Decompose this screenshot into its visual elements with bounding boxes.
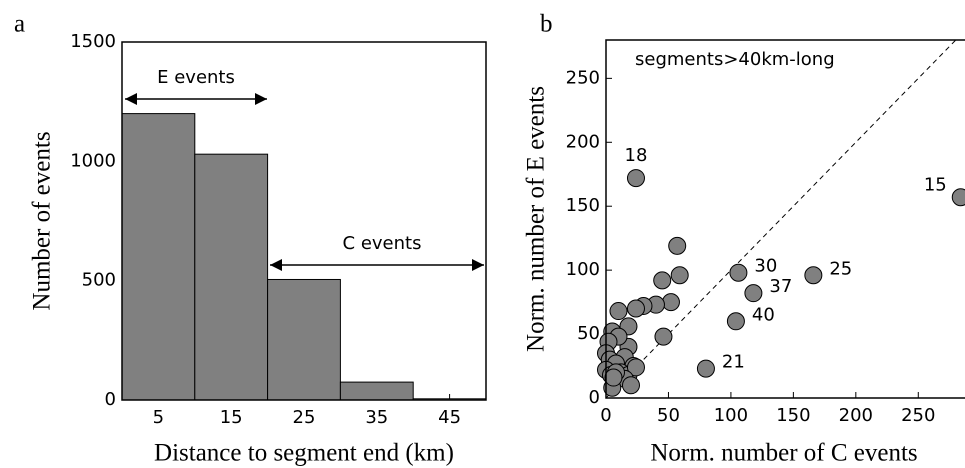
point	[951, 188, 965, 207]
point	[696, 359, 715, 378]
annotation: C events	[343, 233, 422, 254]
point	[729, 263, 748, 282]
x-tick-label: 250	[901, 405, 935, 426]
point-label: 15	[924, 174, 947, 195]
point	[609, 302, 628, 321]
point	[744, 284, 763, 303]
bar	[194, 153, 269, 401]
plot-frame	[121, 41, 487, 401]
y-tick-label: 100	[566, 259, 600, 280]
point	[604, 368, 623, 387]
x-tick-label: 25	[293, 407, 316, 428]
panel-title: segments>40km-long	[635, 49, 835, 70]
y-tick-label: 50	[577, 323, 600, 344]
point	[626, 299, 645, 318]
point	[626, 169, 645, 188]
reference-line	[605, 39, 957, 399]
point-label: 40	[752, 304, 775, 325]
x-tick-label: 5	[153, 407, 164, 428]
panel-label: a	[14, 11, 25, 38]
y-tick-label: 200	[566, 131, 600, 152]
y-tick-label: 1500	[70, 31, 116, 52]
point-label: 30	[754, 256, 777, 277]
point	[621, 376, 640, 395]
y-axis-label: Norm. number of E events	[523, 86, 550, 352]
point	[626, 358, 645, 377]
bar	[267, 278, 341, 401]
x-tick-label: 50	[657, 405, 680, 426]
point	[661, 293, 680, 312]
x-tick-label: 45	[438, 407, 461, 428]
y-tick-label: 1000	[70, 150, 116, 171]
point	[726, 312, 745, 331]
y-tick-label: 0	[105, 389, 116, 410]
x-axis-label: Distance to segment end (km)	[154, 440, 454, 467]
bar	[339, 381, 414, 401]
y-tick-label: 500	[82, 270, 116, 291]
point	[653, 271, 672, 290]
x-tick-label: 100	[714, 405, 748, 426]
x-tick-label: 35	[365, 407, 388, 428]
x-tick-label: 200	[839, 405, 873, 426]
point-label: 21	[722, 352, 745, 373]
point	[654, 327, 673, 346]
x-tick-label: 0	[600, 405, 611, 426]
point	[668, 236, 687, 255]
y-axis-label: Number of events	[29, 131, 56, 310]
y-tick-label: 250	[566, 67, 600, 88]
point	[804, 266, 823, 285]
panel-label: b	[540, 11, 553, 38]
point	[670, 266, 689, 285]
annotation: E events	[157, 67, 235, 88]
y-tick-label: 0	[589, 387, 600, 408]
x-axis-label: Norm. number of C events	[650, 440, 917, 467]
bar	[121, 113, 196, 401]
point-label: 25	[829, 258, 852, 279]
plot-frame	[605, 39, 965, 399]
point-label: 18	[625, 145, 648, 166]
x-tick-label: 15	[220, 407, 243, 428]
x-tick-label: 150	[776, 405, 810, 426]
point-label: 37	[769, 276, 792, 297]
y-tick-label: 150	[566, 195, 600, 216]
